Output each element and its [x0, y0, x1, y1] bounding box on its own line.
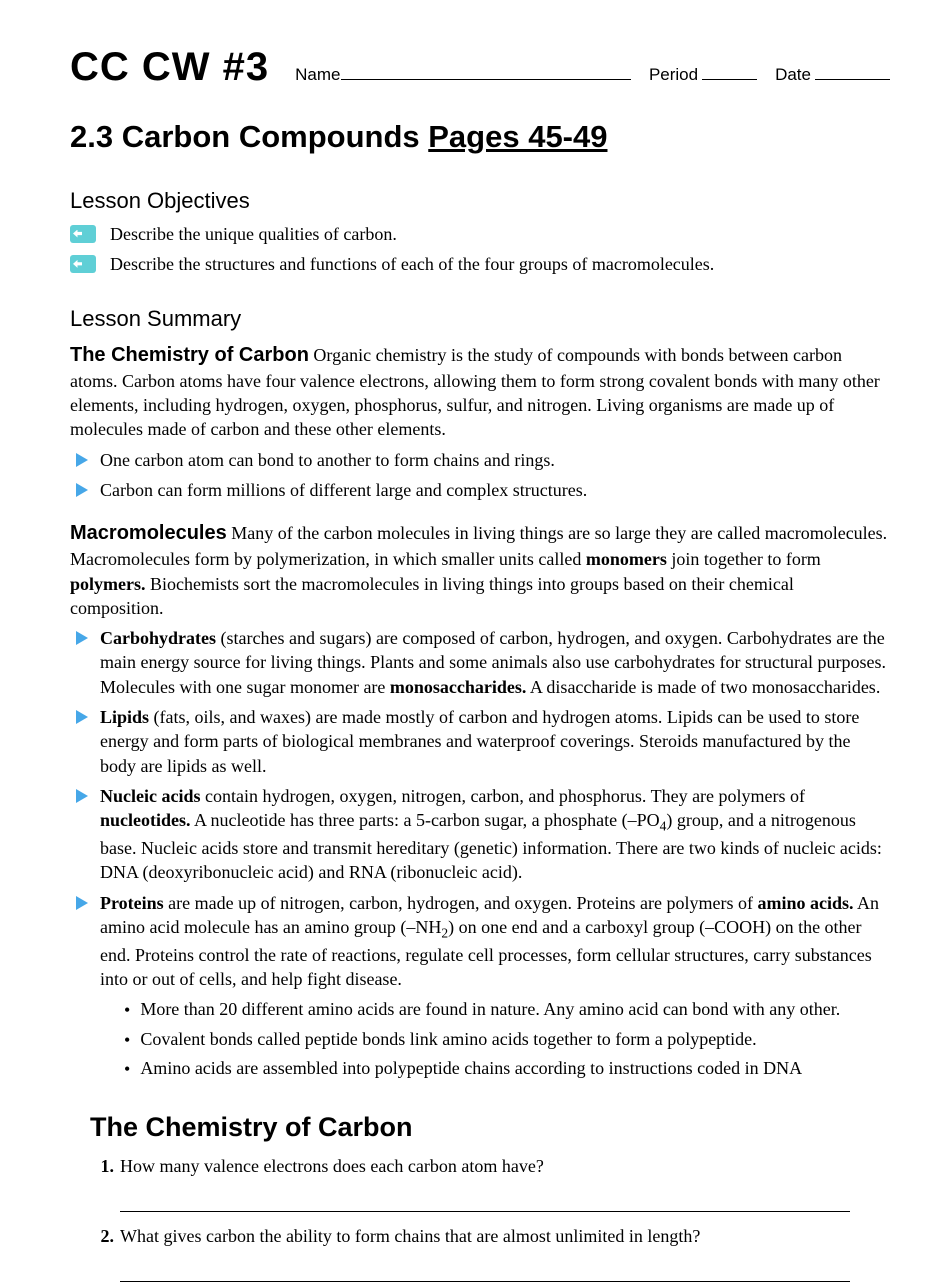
amino-bold: amino acids.	[758, 893, 854, 913]
date-blank[interactable]	[815, 61, 890, 80]
summary-heading: Lesson Summary	[70, 304, 890, 334]
objective-text: Describe the unique qualities of carbon.	[110, 222, 397, 246]
bullet-text: One carbon atom can bond to another to f…	[100, 448, 890, 472]
worksheet-header: CC CW #3 Name Period Date	[70, 40, 890, 94]
triangle-icon	[76, 710, 88, 724]
protein-sub-list: •More than 20 different amino acids are …	[124, 997, 890, 1081]
arrow-box-icon	[70, 225, 96, 243]
title-prefix: 2.3 Carbon Compounds	[70, 119, 428, 154]
chemistry-paragraph: The Chemistry of Carbon Organic chemistr…	[70, 342, 890, 442]
period-blank[interactable]	[702, 61, 757, 80]
dot-icon: •	[124, 998, 130, 1022]
name-label: Name	[295, 64, 340, 87]
macro-lead: Macromolecules	[70, 522, 227, 544]
protein-text: Proteins are made up of nitrogen, carbon…	[100, 891, 890, 992]
q-number: 1.	[94, 1154, 114, 1178]
carb-text: Carbohydrates (starches and sugars) are …	[100, 626, 890, 699]
answer-blank[interactable]	[120, 1256, 850, 1282]
objective-text: Describe the structures and functions of…	[110, 252, 714, 276]
header-fields: Name Period Date	[287, 61, 890, 87]
nucleic-text: Nucleic acids contain hydrogen, oxygen, …	[100, 784, 890, 885]
name-blank[interactable]	[341, 61, 631, 80]
question-row: 2. What gives carbon the ability to form…	[94, 1224, 890, 1248]
bullet-item: One carbon atom can bond to another to f…	[76, 448, 890, 472]
objective-item: Describe the unique qualities of carbon.	[70, 222, 890, 246]
cc-title: CC CW #3	[70, 40, 269, 94]
dot-icon: •	[124, 1028, 130, 1052]
triangle-icon	[76, 453, 88, 467]
arrow-box-icon	[70, 255, 96, 273]
triangle-icon	[76, 483, 88, 497]
triangle-icon	[76, 896, 88, 910]
sub-bullet: •More than 20 different amino acids are …	[124, 997, 890, 1022]
macro-paragraph: Macromolecules Many of the carbon molecu…	[70, 520, 890, 620]
period-label: Period	[649, 64, 698, 87]
q-text: What gives carbon the ability to form ch…	[120, 1224, 700, 1248]
lipid-lead: Lipids	[100, 707, 149, 727]
triangle-icon	[76, 789, 88, 803]
macro-body2: join together to form	[667, 549, 821, 569]
bullet-item: Nucleic acids contain hydrogen, oxygen, …	[76, 784, 890, 885]
q-text: How many valence electrons does each car…	[120, 1154, 544, 1178]
macro-body3: Biochemists sort the macromolecules in l…	[70, 574, 794, 618]
bullet-item: Proteins are made up of nitrogen, carbon…	[76, 891, 890, 992]
page-title: 2.3 Carbon Compounds Pages 45-49	[70, 116, 890, 158]
answer-blank[interactable]	[120, 1186, 850, 1212]
bullet-item: Lipids (fats, oils, and waxes) are made …	[76, 705, 890, 778]
title-pages: Pages 45-49	[428, 119, 607, 154]
carb-lead: Carbohydrates	[100, 628, 216, 648]
bullet-item: Carbon can form millions of different la…	[76, 478, 890, 502]
nucleotides-bold: nucleotides.	[100, 810, 191, 830]
nuc-lead: Nucleic acids	[100, 786, 201, 806]
triangle-icon	[76, 631, 88, 645]
mono-bold: monosaccharides.	[390, 677, 527, 697]
bullet-item: Carbohydrates (starches and sugars) are …	[76, 626, 890, 699]
questions-heading: The Chemistry of Carbon	[90, 1109, 890, 1145]
q-number: 2.	[94, 1224, 114, 1248]
date-label: Date	[775, 64, 811, 87]
dot-icon: •	[124, 1057, 130, 1081]
sub-bullet: •Covalent bonds called peptide bonds lin…	[124, 1027, 890, 1052]
objectives-heading: Lesson Objectives	[70, 186, 890, 216]
lipid-text: Lipids (fats, oils, and waxes) are made …	[100, 705, 890, 778]
sub-bullet: •Amino acids are assembled into polypept…	[124, 1056, 890, 1081]
objective-item: Describe the structures and functions of…	[70, 252, 890, 276]
chemistry-lead: The Chemistry of Carbon	[70, 344, 309, 366]
prot-lead: Proteins	[100, 893, 164, 913]
monomers-bold: monomers	[586, 549, 667, 569]
bullet-text: Carbon can form millions of different la…	[100, 478, 890, 502]
polymers-bold: polymers.	[70, 574, 146, 594]
question-row: 1. How many valence electrons does each …	[94, 1154, 890, 1178]
